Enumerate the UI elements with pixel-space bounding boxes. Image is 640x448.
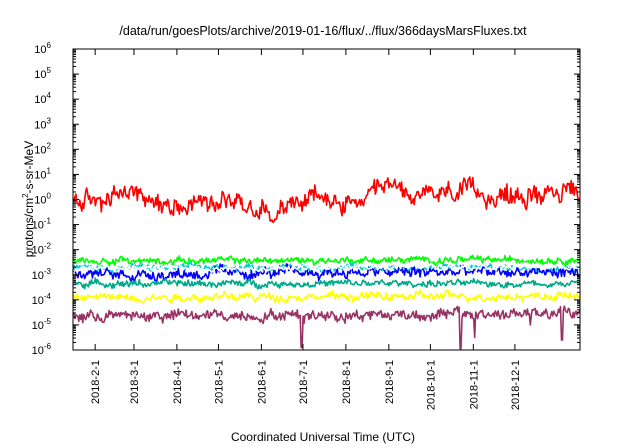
- x-tick-label: 2018-3-1: [129, 360, 141, 404]
- series-line: [72, 254, 581, 268]
- y-tick-label: 10-3: [32, 267, 52, 282]
- series-line: [72, 261, 581, 274]
- y-tick-label: 106: [34, 41, 51, 56]
- x-tick-label: 2018-11-1: [468, 360, 480, 409]
- y-tick-label: 102: [34, 141, 51, 156]
- x-tick-label: 2018-5-1: [213, 360, 225, 404]
- y-tick-label: 105: [34, 66, 51, 81]
- series-line: [72, 305, 581, 350]
- series-line: [72, 277, 581, 290]
- series-layer: [72, 176, 581, 350]
- y-tick-label: 101: [34, 166, 51, 181]
- x-tick-label: 2018-8-1: [341, 360, 353, 404]
- y-tick-label: 103: [34, 116, 51, 131]
- x-axis-label: Coordinated Universal Time (UTC): [231, 430, 415, 444]
- x-axis-ticks: 2018-2-1 2018-3-1 2018-4-1 2018-5-1 2018-6-1…: [90, 49, 522, 410]
- y-tick-label: 10-1: [32, 217, 52, 232]
- y-tick-label: 10-5: [32, 317, 52, 332]
- y-axis-ticks: 10-6 10-5 10-4 10-3 10-2 10-1 100 101 102 103 104 1…: [32, 41, 580, 357]
- plot-area: [72, 48, 581, 351]
- y-tick-label: 10-2: [32, 242, 52, 257]
- y-tick-label: 10-6: [32, 342, 52, 357]
- chart-title: /data/run/goesPlots/archive/2019-01-16/f…: [119, 24, 527, 38]
- x-tick-label: 2018-6-1: [256, 360, 268, 404]
- series-line: [72, 176, 581, 223]
- x-tick-label: 2018-7-1: [298, 360, 310, 404]
- series-line: [72, 289, 581, 305]
- x-tick-label: 2018-12-1: [510, 360, 522, 410]
- x-tick-label: 2018-4-1: [172, 360, 184, 404]
- x-tick-label: 2018-10-1: [425, 360, 437, 410]
- y-tick-label: 104: [34, 91, 51, 106]
- y-axis-label: protons/cm2-s-sr-MeV: [21, 141, 36, 257]
- x-tick-label: 2018-9-1: [384, 360, 396, 404]
- y-tick-label: 100: [34, 192, 51, 207]
- x-tick-label: 2018-2-1: [90, 360, 102, 404]
- y-tick-label: 10-4: [32, 292, 52, 307]
